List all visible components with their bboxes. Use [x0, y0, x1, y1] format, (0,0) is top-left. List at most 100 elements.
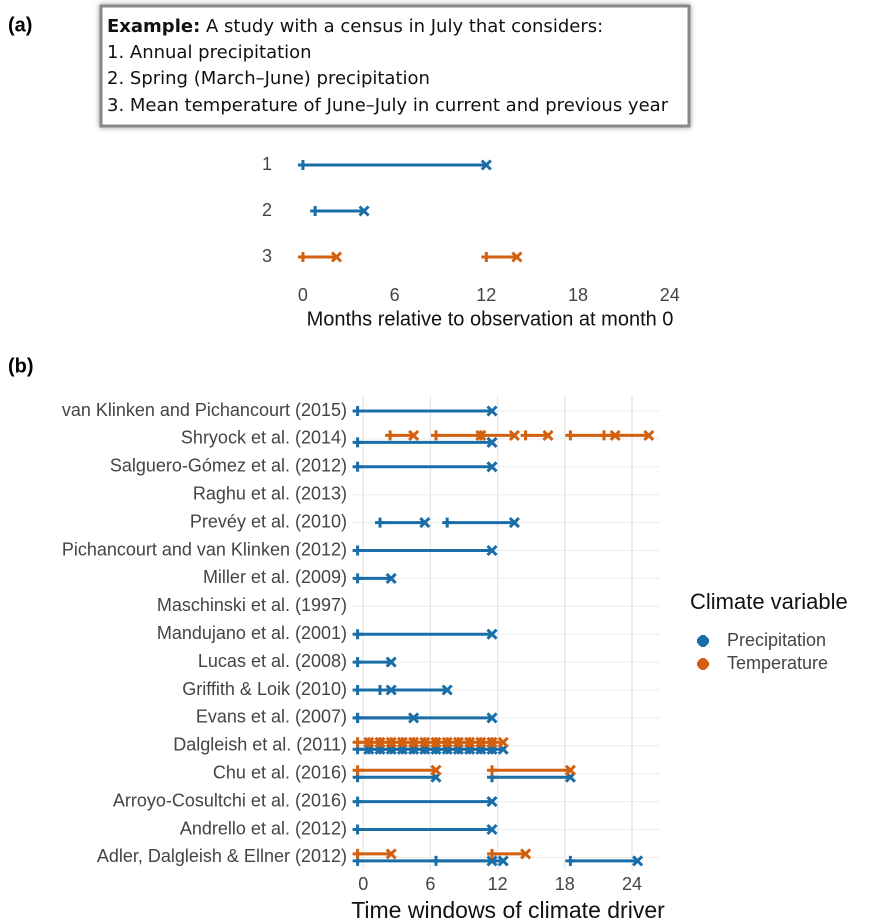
end-marker [542, 429, 554, 441]
start-marker [352, 848, 363, 859]
range-segment [487, 736, 509, 748]
start-marker [352, 406, 363, 416]
end-marker [408, 429, 420, 441]
category-label: Prevéy et al. (2010) [190, 511, 347, 531]
start-marker [442, 737, 453, 748]
example-heading: Example: A study with a census in July t… [107, 16, 603, 37]
category-label: Mandujano et al. (2001) [157, 623, 347, 643]
x-tick-label: 24 [622, 874, 642, 894]
range-segment [352, 823, 498, 836]
start-marker [375, 737, 385, 748]
x-tick-label: 0 [358, 874, 368, 894]
category-label: van Klinken and Pichancourt (2015) [62, 400, 347, 420]
end-marker [419, 517, 431, 529]
start-marker [352, 712, 363, 723]
range-segment [352, 764, 442, 776]
category-label: Miller et al. (2009) [203, 567, 347, 587]
category-label: Dalgleish et al. (2011) [173, 735, 347, 755]
end-marker [520, 848, 532, 860]
start-marker [487, 848, 497, 859]
end-marker [486, 544, 498, 557]
category-label: 2 [262, 200, 272, 220]
category-label: Lucas et al. (2008) [198, 651, 347, 671]
start-marker [352, 629, 363, 640]
end-marker [486, 436, 498, 448]
category-label: Andrello et al. (2012) [180, 818, 347, 838]
range-segment [352, 405, 498, 417]
end-marker [497, 855, 509, 867]
example-box [99, 4, 691, 128]
range-segment [385, 429, 420, 441]
x-tick-label: 18 [555, 874, 575, 894]
end-marker [486, 628, 498, 640]
legend-label: Temperature [727, 653, 828, 673]
end-marker [330, 251, 343, 263]
x-tick-label: 6 [390, 285, 400, 305]
range-segment [565, 855, 644, 867]
range-segment [520, 429, 554, 441]
start-marker [475, 737, 486, 748]
end-marker [632, 855, 644, 867]
start-marker [352, 796, 363, 807]
panel-label: (b) [8, 355, 34, 377]
end-marker [511, 251, 523, 263]
start-marker [352, 737, 363, 748]
end-marker [497, 736, 509, 748]
range-segment [352, 544, 498, 557]
range-segment [375, 684, 453, 696]
start-marker [386, 737, 397, 748]
end-marker [643, 429, 655, 441]
start-marker [481, 252, 492, 262]
category-label: Salguero-Gómez et al. (2012) [110, 456, 347, 476]
end-marker [430, 764, 442, 776]
start-marker [352, 573, 363, 584]
range-segment [442, 517, 520, 529]
end-marker [385, 572, 397, 584]
range-segment [352, 461, 498, 473]
category-label: Raghu et al. (2013) [193, 483, 347, 503]
range-segment [297, 251, 343, 263]
category-label: Adler, Dalgleish & Ellner (2012) [97, 846, 347, 866]
end-marker [486, 712, 498, 724]
start-marker [363, 737, 374, 748]
range-segment [352, 848, 397, 860]
end-marker [480, 159, 492, 171]
start-marker [565, 855, 576, 866]
range-segment [352, 436, 498, 448]
category-label: Pichancourt and van Klinken (2012) [62, 539, 347, 559]
category-label: Shryock et al. (2014) [181, 428, 347, 448]
start-marker [487, 737, 497, 748]
start-marker [297, 160, 308, 170]
category-label: Maschinski et al. (1997) [157, 595, 347, 615]
range-segment [487, 764, 576, 776]
end-marker [385, 656, 397, 668]
range-segment [475, 429, 520, 441]
start-marker [431, 737, 441, 748]
x-axis-label: Months relative to observation at month … [307, 308, 674, 330]
start-marker [431, 855, 441, 866]
start-marker [375, 517, 385, 528]
range-segment [297, 159, 492, 171]
end-marker [486, 405, 498, 417]
end-marker [358, 205, 370, 217]
example-text: A study with a census in July that consi… [206, 16, 603, 37]
start-marker [352, 685, 363, 695]
start-marker [352, 545, 363, 556]
range-segment [352, 796, 498, 808]
start-marker [565, 430, 576, 441]
start-marker [375, 685, 385, 695]
example-line: 3. Mean temperature of June–July in curr… [107, 95, 669, 116]
legend-symbol [697, 658, 709, 670]
example-line: 1. Annual precipitation [107, 42, 312, 63]
start-marker [397, 737, 408, 748]
panel-label: (a) [8, 14, 32, 36]
start-marker [352, 765, 363, 776]
end-marker [564, 764, 576, 776]
x-tick-label: 12 [476, 285, 496, 305]
start-marker [352, 461, 363, 472]
range-segment [375, 517, 431, 529]
start-marker [352, 437, 363, 448]
start-marker [352, 657, 363, 668]
start-marker [352, 824, 363, 835]
